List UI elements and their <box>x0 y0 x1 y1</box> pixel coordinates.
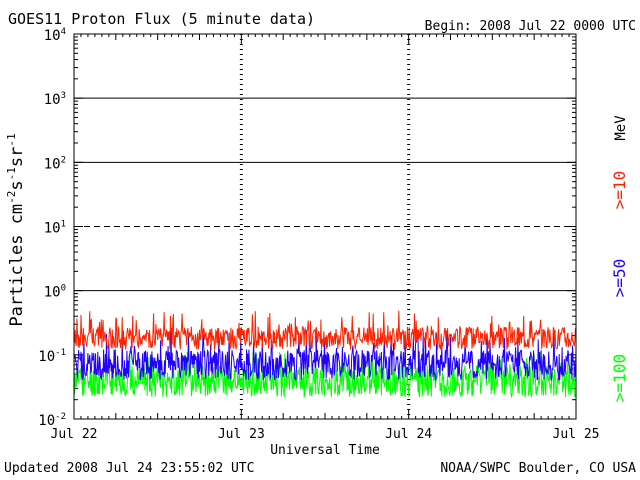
legend-series-ge10: >=10 <box>610 171 629 210</box>
x-tick-label-1: Jul 23 <box>218 427 265 442</box>
y-tick-labels: 10-2 10-1 100 101 102 103 104 <box>38 27 66 429</box>
begin-label: Begin: 2008 Jul 22 0000 UTC <box>425 19 636 34</box>
legend-series-ge50: >=50 <box>610 259 629 298</box>
y-tick-label-0: 10-2 <box>38 412 66 429</box>
y-tick-label-3: 101 <box>44 220 66 237</box>
y-tick-label-4: 102 <box>44 155 66 172</box>
x-tick-labels: Jul 22 Jul 23 Jul 24 Jul 25 <box>51 427 600 442</box>
series-line-2 <box>73 350 577 399</box>
unit-label: MeV <box>613 115 629 141</box>
credit-label: NOAA/SWPC Boulder, CO USA <box>440 461 636 476</box>
series-line-1 <box>73 330 577 382</box>
series-line-0 <box>73 310 577 350</box>
y-tick-label-1: 10-1 <box>38 348 66 365</box>
y-axis-title: Particles cm-2s-1sr-1 <box>5 133 27 326</box>
series-layer <box>73 310 577 399</box>
y-tick-label-2: 100 <box>44 284 66 301</box>
chart-title: GOES11 Proton Flux (5 minute data) <box>8 10 315 28</box>
plot-frame <box>73 33 577 420</box>
x-axis-title: Universal Time <box>270 443 380 458</box>
x-tick-label-2: Jul 24 <box>385 427 432 442</box>
legend-series-ge100: >=100 <box>610 354 629 402</box>
x-tick-label-0: Jul 22 <box>51 427 98 442</box>
x-tick-label-3: Jul 25 <box>553 427 600 442</box>
y-tick-label-6: 104 <box>44 27 66 44</box>
updated-label: Updated 2008 Jul 24 23:55:02 UTC <box>4 461 254 476</box>
y-tick-label-5: 103 <box>44 91 66 108</box>
